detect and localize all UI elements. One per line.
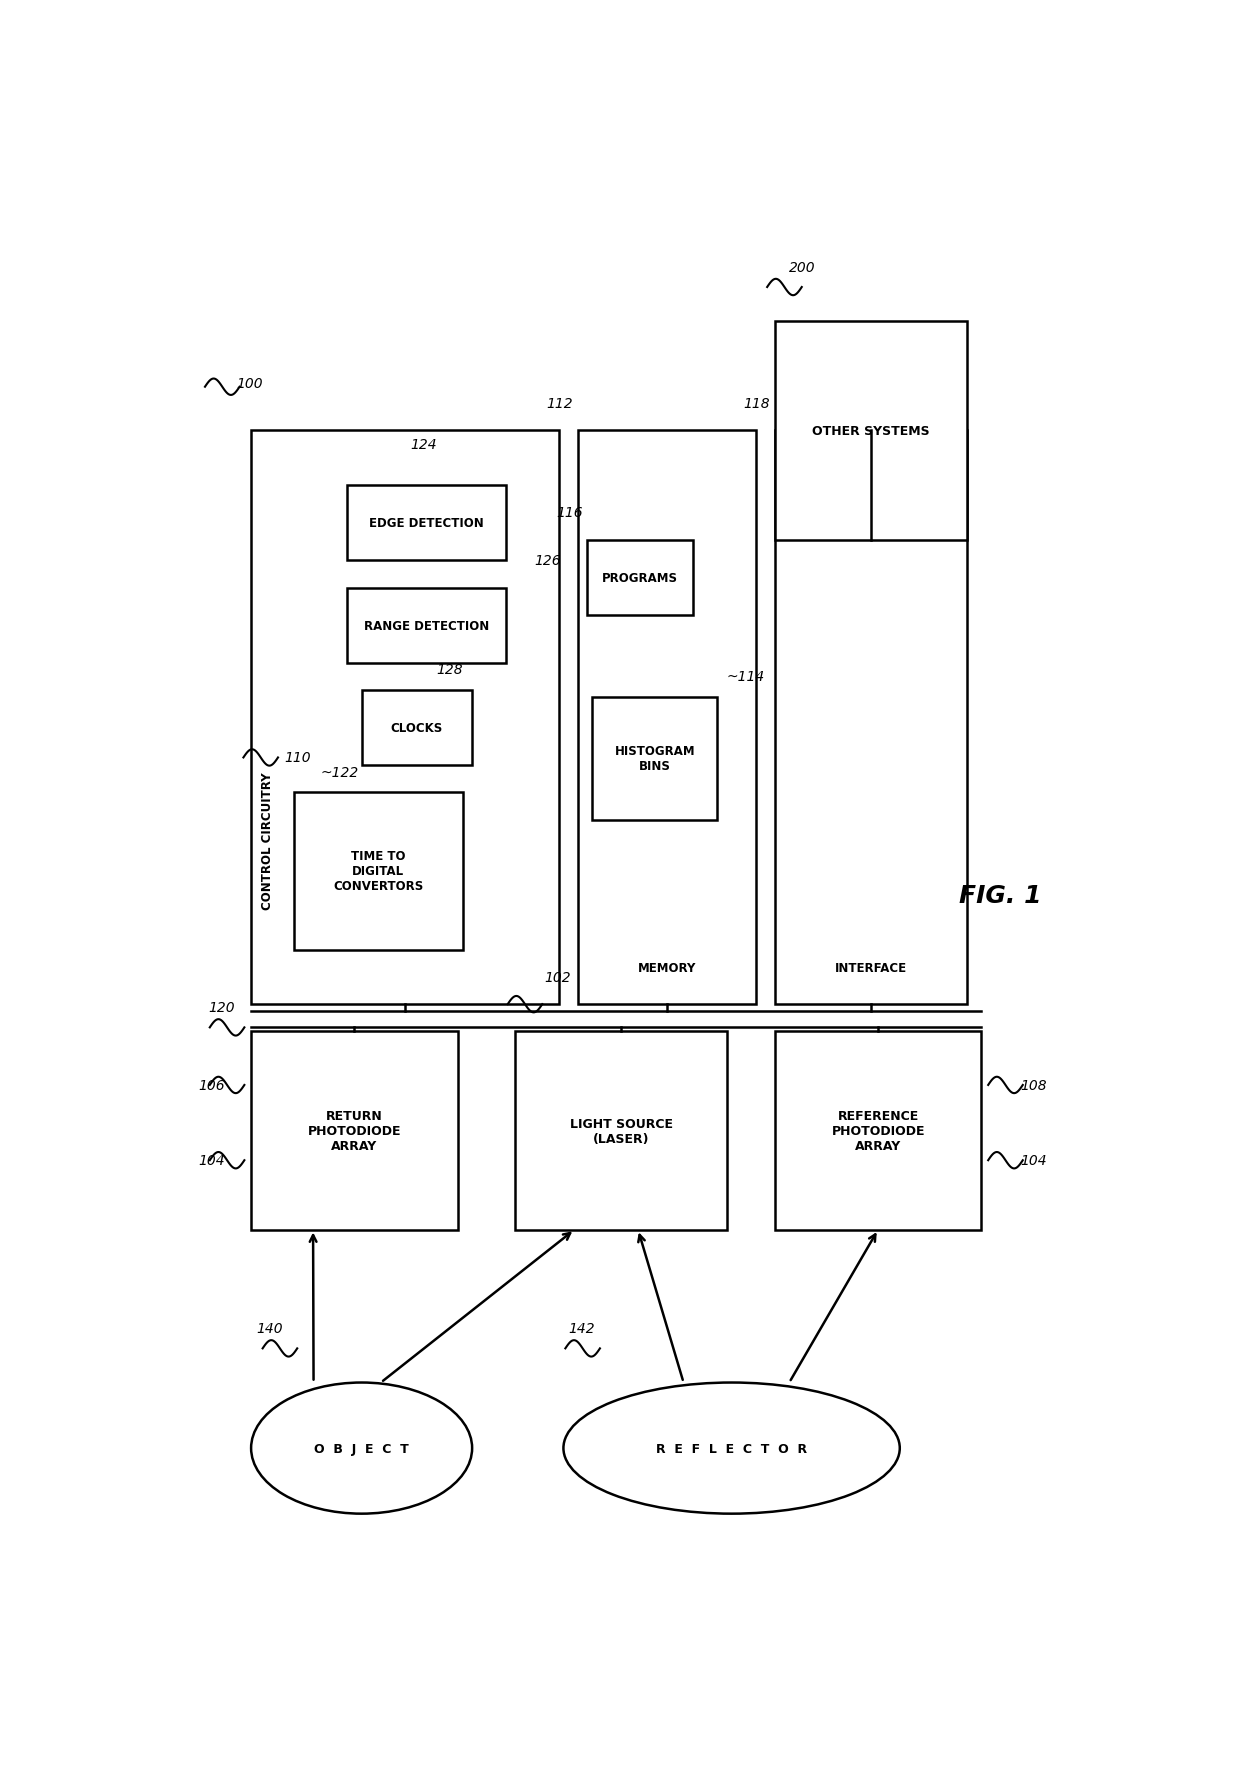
Bar [347, 486, 506, 560]
Text: INTERFACE: INTERFACE [835, 961, 906, 975]
Text: 112: 112 [547, 397, 573, 411]
Text: 124: 124 [410, 438, 438, 452]
Bar [362, 690, 472, 766]
Text: RETURN
PHOTODIODE
ARRAY: RETURN PHOTODIODE ARRAY [308, 1110, 402, 1152]
Text: 110: 110 [285, 752, 311, 764]
Text: REFERENCE
PHOTODIODE
ARRAY: REFERENCE PHOTODIODE ARRAY [831, 1110, 925, 1152]
Text: CONTROL CIRCUITRY: CONTROL CIRCUITRY [260, 771, 274, 910]
Text: TIME TO
DIGITAL
CONVERTORS: TIME TO DIGITAL CONVERTORS [334, 849, 424, 894]
Bar [250, 431, 559, 1005]
Text: PROGRAMS: PROGRAMS [603, 571, 678, 585]
Ellipse shape [250, 1383, 472, 1514]
Text: 142: 142 [568, 1321, 595, 1335]
Bar [775, 431, 967, 1005]
Text: 100: 100 [237, 376, 263, 390]
Text: FIG. 1: FIG. 1 [960, 883, 1042, 908]
Text: LIGHT SOURCE
(LASER): LIGHT SOURCE (LASER) [569, 1117, 672, 1145]
Text: 120: 120 [208, 1000, 234, 1014]
Ellipse shape [563, 1383, 900, 1514]
Text: 104: 104 [198, 1154, 224, 1168]
Text: CLOCKS: CLOCKS [391, 722, 443, 734]
Bar [516, 1032, 727, 1230]
Text: O  B  J  E  C  T: O B J E C T [314, 1441, 409, 1456]
Text: R  E  F  L  E  C  T  O  R: R E F L E C T O R [656, 1441, 807, 1456]
Text: 108: 108 [1019, 1078, 1047, 1092]
Bar [294, 793, 463, 950]
Bar [588, 541, 693, 615]
Text: 106: 106 [198, 1078, 224, 1092]
Text: 126: 126 [534, 553, 562, 567]
Bar [347, 589, 506, 663]
Bar [250, 1032, 458, 1230]
Text: 116: 116 [556, 505, 583, 519]
Text: 140: 140 [255, 1321, 283, 1335]
Bar [775, 1032, 982, 1230]
Text: RANGE DETECTION: RANGE DETECTION [363, 619, 489, 633]
Text: MEMORY: MEMORY [637, 961, 696, 975]
Bar [593, 697, 717, 821]
Text: ~114: ~114 [727, 670, 765, 684]
Bar [775, 323, 967, 541]
Text: 128: 128 [436, 663, 463, 677]
Text: ~122: ~122 [321, 766, 360, 780]
Text: 118: 118 [744, 397, 770, 411]
Text: OTHER SYSTEMS: OTHER SYSTEMS [812, 426, 930, 438]
Bar [578, 431, 755, 1005]
Text: 102: 102 [544, 970, 570, 984]
Text: EDGE DETECTION: EDGE DETECTION [370, 518, 484, 530]
Text: 200: 200 [789, 261, 816, 275]
Text: 104: 104 [1019, 1154, 1047, 1168]
Text: HISTOGRAM
BINS: HISTOGRAM BINS [614, 745, 696, 773]
